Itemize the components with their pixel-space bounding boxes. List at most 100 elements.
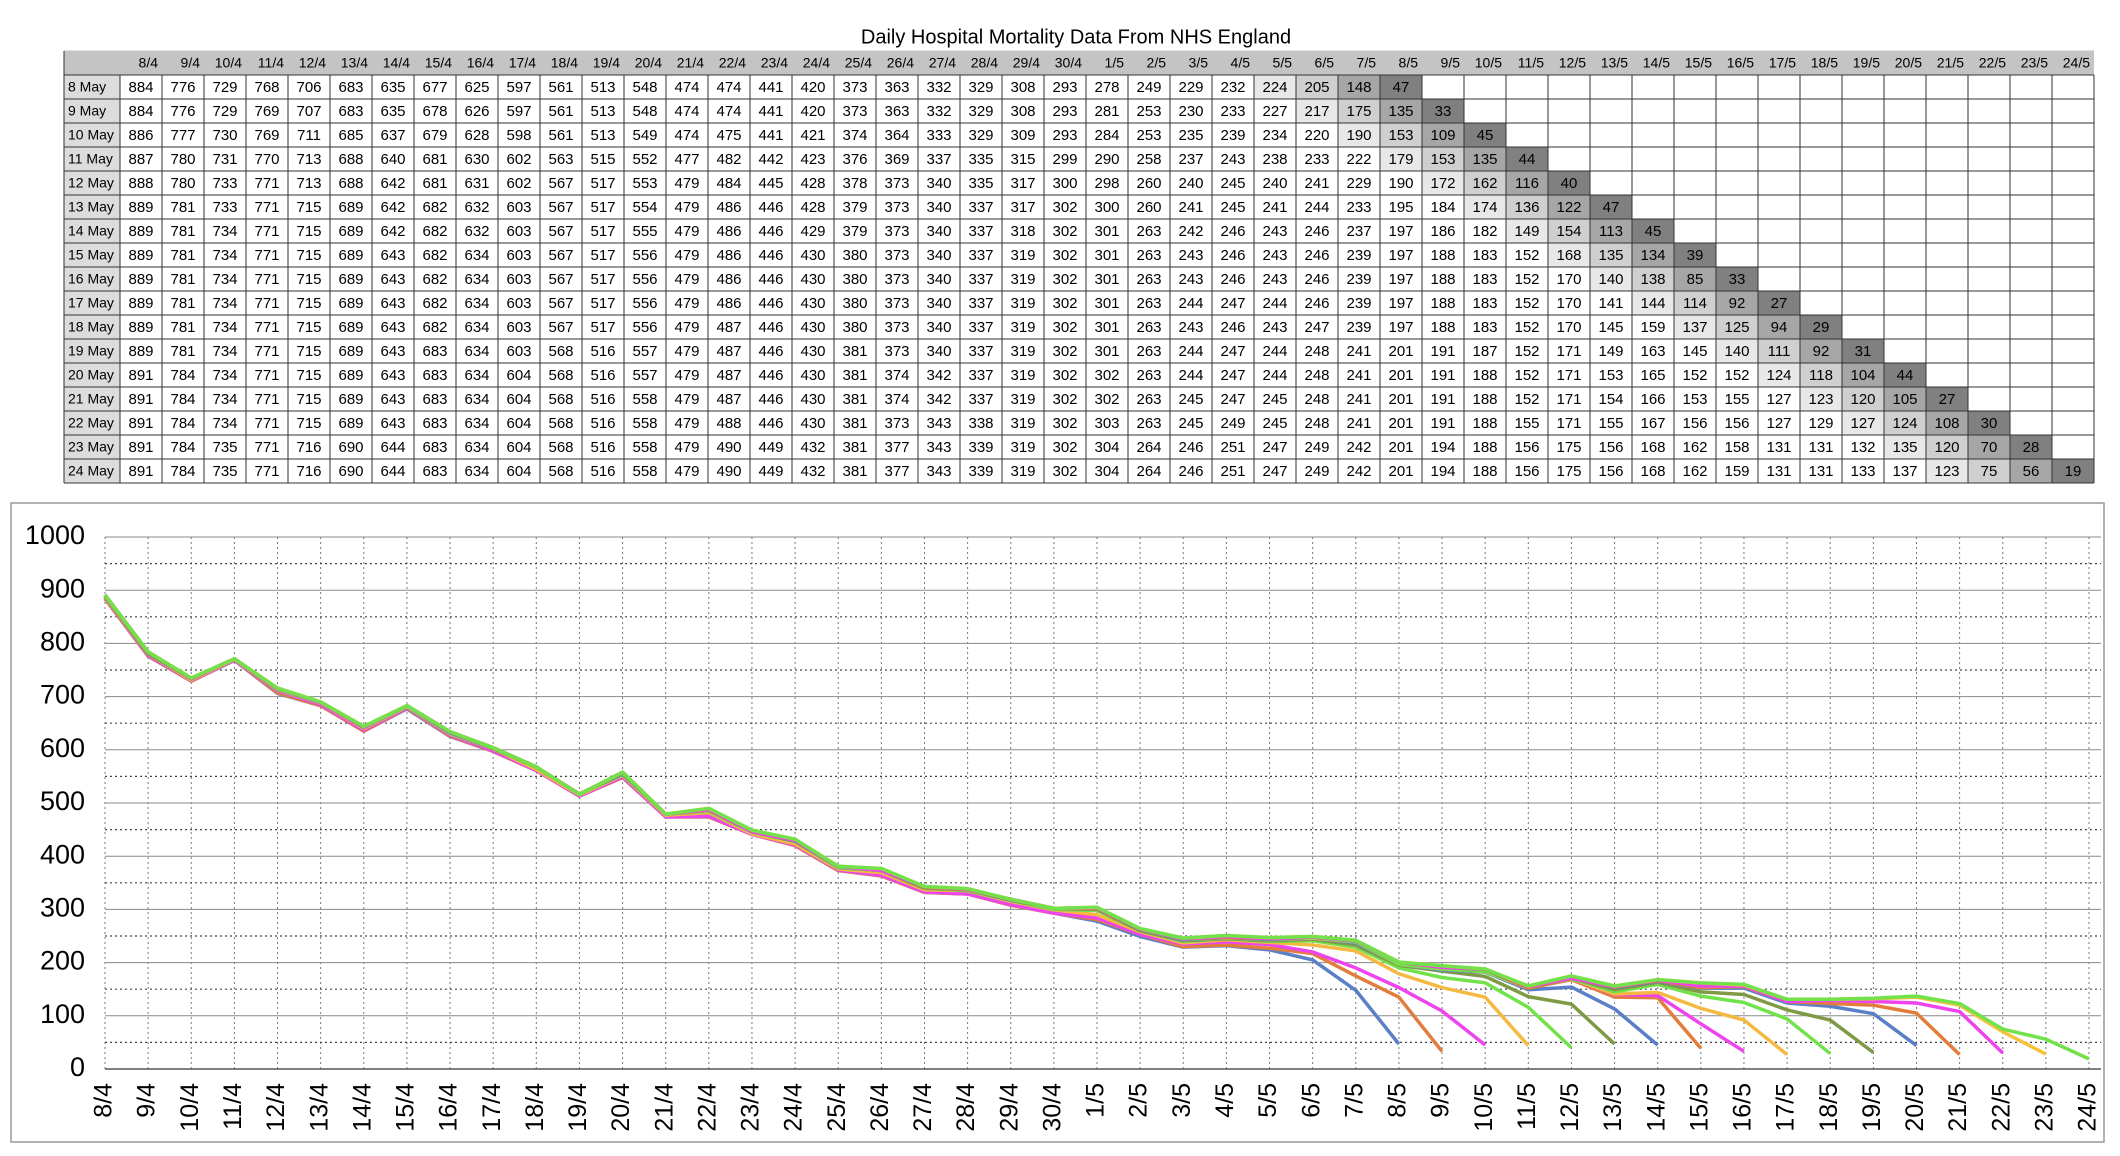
cell-value: 191 bbox=[1430, 343, 1455, 360]
cell-value: 340 bbox=[926, 175, 951, 192]
cell-value: 643 bbox=[380, 415, 405, 432]
x-tick-label: 19/5 bbox=[1858, 1083, 1886, 1132]
cell-value: 632 bbox=[464, 223, 489, 240]
cell-value: 105 bbox=[1892, 391, 1917, 408]
column-header: 19/5 bbox=[1853, 55, 1880, 71]
cell-value: 229 bbox=[1178, 79, 1203, 96]
cell-value: 197 bbox=[1388, 319, 1413, 336]
cell-value: 156 bbox=[1514, 463, 1539, 480]
cell-value: 195 bbox=[1388, 199, 1413, 216]
cell-value: 340 bbox=[926, 343, 951, 360]
cell-value: 109 bbox=[1430, 127, 1455, 144]
x-tick-label: 7/5 bbox=[1340, 1083, 1368, 1118]
cell-value: 205 bbox=[1304, 79, 1329, 96]
cell-value: 153 bbox=[1598, 367, 1623, 384]
cell-value: 770 bbox=[254, 151, 279, 168]
cell-value: 304 bbox=[1094, 463, 1119, 480]
cell-value: 201 bbox=[1388, 415, 1413, 432]
cell-value: 302 bbox=[1052, 319, 1077, 336]
cell-value: 188 bbox=[1472, 415, 1497, 432]
cell-value: 104 bbox=[1850, 367, 1875, 384]
cell-value: 682 bbox=[422, 271, 447, 288]
cell-shade bbox=[2052, 459, 2094, 483]
cell-value: 446 bbox=[758, 199, 783, 216]
cell-value: 634 bbox=[464, 463, 489, 480]
cell-value: 241 bbox=[1346, 415, 1371, 432]
cell-value: 689 bbox=[338, 415, 363, 432]
cell-shade bbox=[2010, 459, 2052, 483]
cell-value: 340 bbox=[926, 247, 951, 264]
x-tick-label: 18/4 bbox=[521, 1083, 549, 1132]
cell-value: 446 bbox=[758, 343, 783, 360]
cell-value: 131 bbox=[1766, 463, 1791, 480]
cell-value: 137 bbox=[1682, 319, 1707, 336]
cell-value: 373 bbox=[884, 199, 909, 216]
cell-value: 423 bbox=[800, 151, 825, 168]
column-header: 18/5 bbox=[1811, 55, 1838, 71]
row-label: 24 May bbox=[68, 463, 114, 479]
cell-value: 243 bbox=[1262, 247, 1287, 264]
cell-value: 239 bbox=[1346, 247, 1371, 264]
cell-value: 445 bbox=[758, 175, 783, 192]
x-tick-label: 15/4 bbox=[392, 1083, 420, 1132]
x-tick-label: 11/4 bbox=[219, 1083, 247, 1130]
cell-value: 263 bbox=[1136, 391, 1161, 408]
table-label-bg bbox=[64, 75, 120, 483]
cell-value: 152 bbox=[1724, 367, 1749, 384]
cell-value: 337 bbox=[968, 343, 993, 360]
cell-shade bbox=[1464, 123, 1506, 147]
cell-value: 191 bbox=[1430, 415, 1455, 432]
cell-shade bbox=[1380, 147, 1422, 171]
cell-value: 731 bbox=[212, 151, 237, 168]
cell-value: 479 bbox=[674, 247, 699, 264]
column-header: 15/5 bbox=[1685, 55, 1712, 71]
cell-value: 278 bbox=[1094, 79, 1119, 96]
cell-value: 242 bbox=[1178, 223, 1203, 240]
x-tick-label: 17/5 bbox=[1772, 1083, 1800, 1132]
column-header: 25/4 bbox=[845, 55, 872, 71]
cell-value: 715 bbox=[296, 319, 321, 336]
cell-shade bbox=[1590, 243, 1632, 267]
cell-value: 152 bbox=[1514, 367, 1539, 384]
x-tick-label: 20/4 bbox=[607, 1083, 635, 1132]
cell-value: 479 bbox=[674, 439, 699, 456]
cell-value: 191 bbox=[1430, 391, 1455, 408]
cell-value: 123 bbox=[1808, 391, 1833, 408]
cell-value: 679 bbox=[422, 127, 447, 144]
cell-value: 734 bbox=[212, 391, 237, 408]
cell-shade bbox=[1758, 363, 1800, 387]
cell-value: 241 bbox=[1346, 391, 1371, 408]
cell-value: 33 bbox=[1435, 103, 1452, 120]
cell-value: 318 bbox=[1010, 223, 1035, 240]
cell-value: 640 bbox=[380, 151, 405, 168]
cell-value: 260 bbox=[1136, 175, 1161, 192]
cell-value: 241 bbox=[1346, 343, 1371, 360]
cell-value: 56 bbox=[2023, 463, 2040, 480]
cell-value: 138 bbox=[1640, 271, 1665, 288]
cell-value: 784 bbox=[170, 439, 195, 456]
column-header: 24/5 bbox=[2063, 55, 2090, 71]
x-tick-label: 12/4 bbox=[262, 1083, 290, 1132]
cell-value: 515 bbox=[590, 151, 615, 168]
cell-shade bbox=[1380, 123, 1422, 147]
cell-value: 156 bbox=[1682, 415, 1707, 432]
cell-value: 603 bbox=[506, 247, 531, 264]
cell-value: 780 bbox=[170, 151, 195, 168]
cell-value: 243 bbox=[1178, 247, 1203, 264]
cell-value: 781 bbox=[170, 271, 195, 288]
cell-shade bbox=[1800, 339, 1842, 363]
cell-value: 446 bbox=[758, 391, 783, 408]
cell-value: 186 bbox=[1430, 223, 1455, 240]
cell-shade bbox=[1632, 219, 1674, 243]
cell-value: 715 bbox=[296, 391, 321, 408]
cell-value: 245 bbox=[1178, 391, 1203, 408]
cell-value: 683 bbox=[422, 367, 447, 384]
cell-value: 44 bbox=[1897, 367, 1914, 384]
cell-value: 340 bbox=[926, 271, 951, 288]
cell-value: 222 bbox=[1346, 151, 1371, 168]
cell-value: 768 bbox=[254, 79, 279, 96]
cell-value: 568 bbox=[548, 367, 573, 384]
cell-shade bbox=[1716, 315, 1758, 339]
cell-value: 517 bbox=[590, 175, 615, 192]
cell-value: 632 bbox=[464, 199, 489, 216]
